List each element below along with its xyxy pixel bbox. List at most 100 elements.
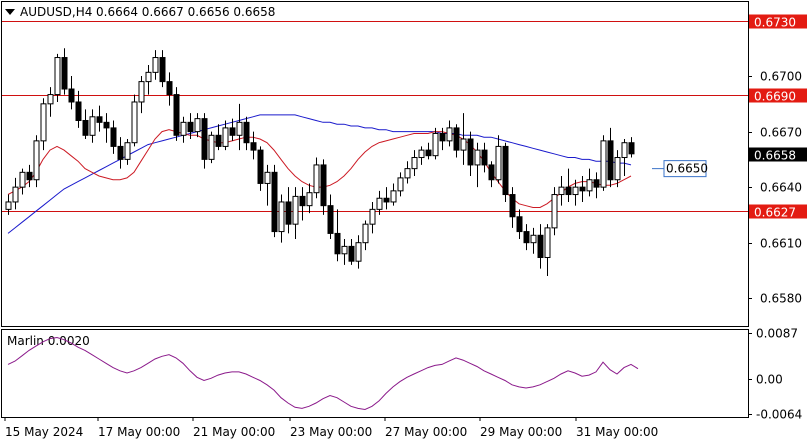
candle-body-bull [600, 140, 607, 188]
candle [40, 98, 47, 151]
candle-body-bull [551, 194, 558, 229]
price-tick-label: 0.6640 [760, 181, 802, 195]
candle-body-bear [201, 118, 208, 160]
candle [187, 113, 194, 140]
candle [257, 146, 264, 191]
candle [593, 172, 600, 199]
candle [362, 220, 369, 251]
candle-body-bull [495, 145, 502, 181]
price-tick-label: 0.6670 [760, 126, 802, 140]
candle [61, 48, 68, 95]
candle-body-bear [320, 164, 327, 207]
candle-body-bear [565, 186, 572, 196]
candle [208, 131, 215, 164]
candle [572, 179, 579, 206]
candle-body-bull [89, 116, 96, 136]
ohlc-values: 0.6664 0.6667 0.6656 0.6658 [96, 5, 275, 19]
candle [166, 72, 173, 106]
candle [453, 124, 460, 158]
time-tick-label: 21 May 00:00 [193, 425, 275, 439]
candle-body-bull [432, 132, 439, 157]
candle-body-bull [12, 186, 19, 203]
candle-body-bear [110, 127, 117, 147]
candle [320, 159, 327, 215]
candle [558, 176, 565, 206]
candle [306, 183, 313, 214]
candle-body-bull [355, 242, 362, 262]
time-tick-label: 31 May 00:00 [576, 425, 658, 439]
candle-body-bull [341, 245, 348, 255]
candle-body-bear [299, 195, 306, 207]
candle-body-bull [460, 138, 467, 151]
candle-body-bear [439, 132, 446, 142]
candle [348, 238, 355, 265]
candle-body-bull [33, 140, 40, 181]
symbol-timeframe: AUDUSD,H4 [20, 5, 92, 19]
candle [334, 209, 341, 262]
candle-body-bear [383, 197, 390, 203]
time-tick-label: 27 May 00:00 [385, 425, 467, 439]
candle [131, 94, 138, 147]
candle-body-bull [47, 94, 54, 105]
candle-body-bull [264, 171, 271, 184]
candle-body-bull [586, 179, 593, 192]
candle-body-bull [558, 186, 565, 196]
candle [201, 113, 208, 169]
candle [369, 201, 376, 234]
candle-body-bear [488, 164, 495, 181]
candle-body-bull [411, 157, 418, 170]
candle [68, 76, 75, 110]
candle [390, 183, 397, 206]
candle [481, 142, 488, 173]
candle-body-bear [271, 171, 278, 233]
candle [152, 50, 159, 80]
candle-body-bull [544, 227, 551, 258]
level-label-0.6730: 0.6730 [754, 16, 796, 30]
candle-body-bull [369, 208, 376, 225]
price-tick-label: 0.6700 [760, 70, 802, 84]
candle [173, 87, 180, 141]
candle-body-bear [243, 121, 250, 144]
chart-header: AUDUSD,H4 0.6664 0.6667 0.6656 0.6658 [5, 5, 275, 19]
candle-body-bear [75, 101, 82, 121]
indicator-panel [1, 329, 749, 418]
candle-body-bear [628, 142, 635, 155]
candle [439, 127, 446, 151]
candle [425, 142, 432, 160]
candle [33, 135, 40, 188]
osc-tick-label: 0.0087 [756, 327, 798, 341]
candle [180, 116, 187, 143]
collapse-triangle-icon[interactable] [5, 9, 15, 15]
candle [607, 127, 614, 188]
candle-body-bear [579, 186, 586, 192]
candle-body-bull [40, 103, 47, 142]
candle [243, 116, 250, 151]
candle-body-bull [138, 81, 145, 103]
candle-body-bear [481, 149, 488, 166]
candle-body-bull [180, 121, 187, 136]
price-tick-label: 0.6580 [760, 292, 802, 306]
candle-body-bear [82, 119, 89, 136]
candle [551, 187, 558, 236]
candle [488, 161, 495, 188]
candle-body-bear [467, 138, 474, 166]
candle-body-bull [236, 121, 243, 136]
candle-body-bear [348, 245, 355, 262]
annotation-box [663, 160, 707, 178]
candle-body-bear [285, 201, 292, 225]
candle-body-bear [173, 94, 180, 136]
candle [138, 76, 145, 114]
candle-body-bear [509, 194, 516, 218]
candle [586, 168, 593, 197]
candle-body-bull [292, 195, 299, 225]
candle [376, 190, 383, 215]
candle [250, 131, 257, 160]
candle [516, 209, 523, 239]
candle-body-bull [145, 71, 152, 83]
candle [341, 238, 348, 265]
candle-body-bull [376, 197, 383, 210]
candle [47, 87, 54, 117]
level-label-bg-0.6730 [749, 14, 807, 29]
level-label-0.6627: 0.6627 [754, 206, 796, 220]
current-price-bg [749, 147, 807, 162]
